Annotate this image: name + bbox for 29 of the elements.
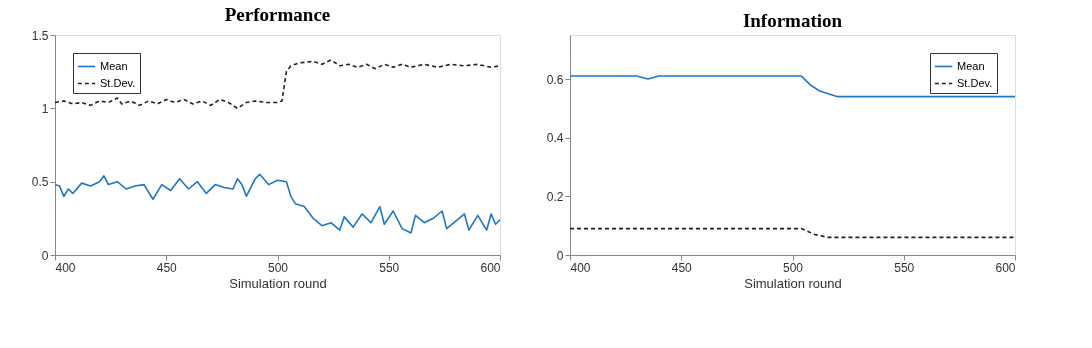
x-axis-title: Simulation round	[229, 275, 327, 291]
x-axis-title: Simulation round	[744, 275, 842, 291]
x-tick-label: 600	[480, 260, 501, 275]
legend-label: Mean	[957, 59, 985, 72]
line-series	[54, 173, 501, 234]
legend-label: St.Dev.	[957, 76, 993, 89]
x-tick-label: 400	[55, 260, 76, 275]
x-tick-label: 550	[894, 260, 915, 275]
y-tick-label: 0.4	[546, 131, 564, 146]
line-series	[54, 59, 501, 110]
y-tick-label: 1.5	[31, 28, 49, 43]
chart-title: Performance	[224, 4, 331, 25]
legend-label: Mean	[100, 59, 128, 72]
y-tick-label: 0	[41, 248, 49, 263]
chart-title: Information	[742, 10, 843, 31]
y-tick-label: 0.2	[546, 189, 564, 204]
y-tick-label: 0	[556, 248, 564, 263]
x-tick-label: 400	[570, 260, 591, 275]
x-tick-label: 500	[782, 260, 804, 275]
x-tick-label: 450	[671, 260, 693, 275]
x-tick-label: 500	[267, 260, 289, 275]
y-tick-label: 1	[41, 101, 49, 116]
legend-label: St.Dev.	[100, 76, 136, 89]
y-tick-label: 0.6	[546, 72, 564, 87]
x-tick-label: 600	[995, 260, 1016, 275]
y-tick-label: 0.5	[31, 175, 49, 190]
x-tick-label: 450	[156, 260, 178, 275]
line-series	[569, 75, 1016, 98]
x-tick-label: 550	[379, 260, 400, 275]
